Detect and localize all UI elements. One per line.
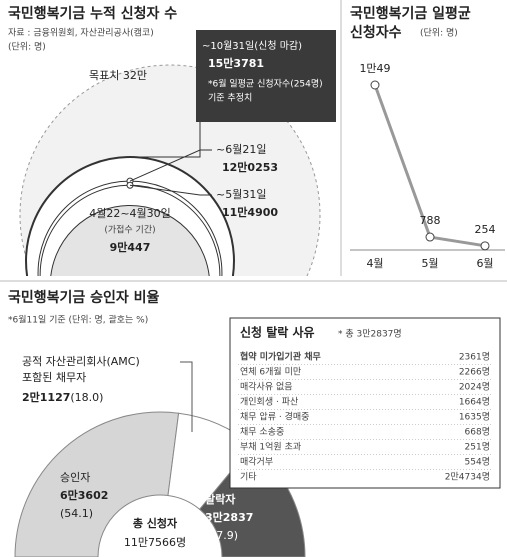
table-cell: 2024명 bbox=[459, 382, 490, 393]
category-label: 4월22~4월30일 bbox=[89, 206, 171, 220]
point bbox=[370, 80, 380, 90]
value-label: 254 bbox=[475, 223, 496, 236]
value-label: 12만0253 bbox=[222, 160, 278, 174]
x-tick-label: 5월 bbox=[421, 257, 438, 270]
value-label: 1만49 bbox=[359, 62, 390, 75]
value-label: 788 bbox=[420, 214, 441, 227]
x-tick-label: 4월 bbox=[366, 257, 383, 270]
leader bbox=[129, 149, 212, 182]
leader bbox=[130, 120, 201, 158]
table-title: 신청 탈락 사유 bbox=[240, 325, 315, 340]
category-label: 공적 자산관리회사(AMC) bbox=[22, 355, 140, 368]
note: *6월 일평균 신청자수(254명) bbox=[208, 78, 323, 90]
table-cell: 554명 bbox=[465, 457, 490, 468]
table-cell: 1635명 bbox=[459, 412, 490, 423]
source: 자료 : 금융위원회, 자산관리공사(캠코) bbox=[8, 27, 154, 39]
donut-chart: 국민행복기금 승인자 비율 *6월11일 기준 (단위: 명, 괄호는 %) 총 신… bbox=[8, 289, 501, 557]
category-label: ~6월21일 bbox=[216, 142, 266, 156]
table-cell: 기타 bbox=[240, 472, 257, 483]
category-label: ~5월31일 bbox=[216, 187, 266, 201]
table-cell: 1664명 bbox=[459, 397, 490, 408]
title: 국민행복기금 승인자 비율 bbox=[8, 289, 160, 306]
category-label: 승인자 bbox=[60, 471, 90, 484]
unit: (단위: 명) bbox=[8, 42, 46, 53]
value-label: 11만4900 bbox=[222, 205, 278, 219]
table-cell: 2266명 bbox=[459, 367, 490, 378]
category-label: 탈락자 bbox=[205, 492, 236, 506]
percent-label: (27.9) bbox=[205, 529, 238, 542]
table-cell: 개인회생 · 파산 bbox=[240, 397, 298, 408]
value-label: 9만447 bbox=[110, 240, 151, 254]
value-label: 15만3781 bbox=[208, 56, 264, 70]
title: 국민행복기금 누적 신청자 수 bbox=[8, 5, 177, 22]
percent-label: (18.0) bbox=[70, 391, 103, 404]
x-tick-label: 6월 bbox=[476, 257, 493, 270]
value-label-group: 2만1127(18.0) bbox=[22, 390, 103, 404]
table-cell: 연체 6개월 미만 bbox=[240, 366, 301, 378]
leader bbox=[129, 184, 212, 196]
table-cell: 251명 bbox=[465, 442, 490, 453]
total-name: 총 신청자 bbox=[133, 516, 178, 530]
title: 국민행복기금 일평균 bbox=[350, 5, 471, 22]
point bbox=[480, 241, 490, 251]
period-note: (가접수 기간) bbox=[104, 224, 155, 236]
table-cell: 매각거부 bbox=[240, 456, 273, 468]
table-box bbox=[229, 317, 501, 489]
title: 신청자수 bbox=[350, 25, 402, 41]
callout-box bbox=[196, 30, 336, 122]
circle bbox=[50, 205, 210, 276]
category-label: 포함된 채무자 bbox=[22, 371, 86, 384]
value-label: 2만1127 bbox=[22, 390, 70, 404]
table-cell: 채무 소송중 bbox=[240, 427, 284, 438]
table-cell: 668명 bbox=[465, 427, 490, 438]
table-cell: 채무 압류 · 경매중 bbox=[240, 411, 309, 423]
segment bbox=[14, 411, 180, 557]
table-note: * 총 3만2837명 bbox=[338, 329, 402, 340]
table-cell: 2만4734명 bbox=[445, 472, 490, 483]
circle-chart: 국민행복기금 누적 신청자 수자료 : 금융위원회, 자산관리공사(캠코) (단위… bbox=[8, 5, 336, 276]
table-cell: 부채 1억원 초과 bbox=[240, 441, 301, 453]
unit: (단위: 명) bbox=[420, 28, 458, 39]
note: 기준 추정치 bbox=[208, 92, 252, 104]
table-cell: 2361명 bbox=[459, 352, 490, 363]
value-label: 3만2837 bbox=[205, 510, 253, 524]
subtitle: *6월11일 기준 (단위: 명, 괄호는 %) bbox=[8, 314, 148, 326]
category-label: ~10월31일(신청 마감) bbox=[202, 40, 302, 52]
point bbox=[425, 232, 435, 242]
table-cell: 매각사유 없음 bbox=[240, 381, 293, 393]
value-label: 6만3602 bbox=[60, 488, 108, 502]
table-cell: 협약 미가입기관 채무 bbox=[240, 351, 321, 363]
target-label: 목표치 32만 bbox=[89, 69, 147, 82]
percent-label: (54.1) bbox=[60, 507, 93, 520]
total-label: 11만7566명 bbox=[124, 536, 186, 549]
leader bbox=[180, 361, 193, 432]
